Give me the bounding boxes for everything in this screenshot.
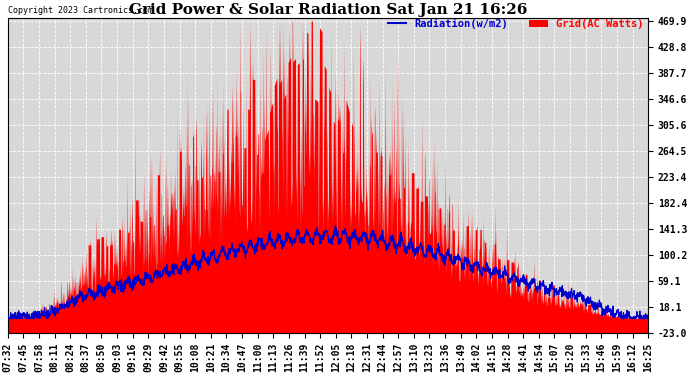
Title: Grid Power & Solar Radiation Sat Jan 21 16:26: Grid Power & Solar Radiation Sat Jan 21 … xyxy=(129,3,527,17)
Legend: Radiation(w/m2), Grid(AC Watts): Radiation(w/m2), Grid(AC Watts) xyxy=(384,15,648,33)
Text: Copyright 2023 Cartronics.com: Copyright 2023 Cartronics.com xyxy=(8,6,152,15)
